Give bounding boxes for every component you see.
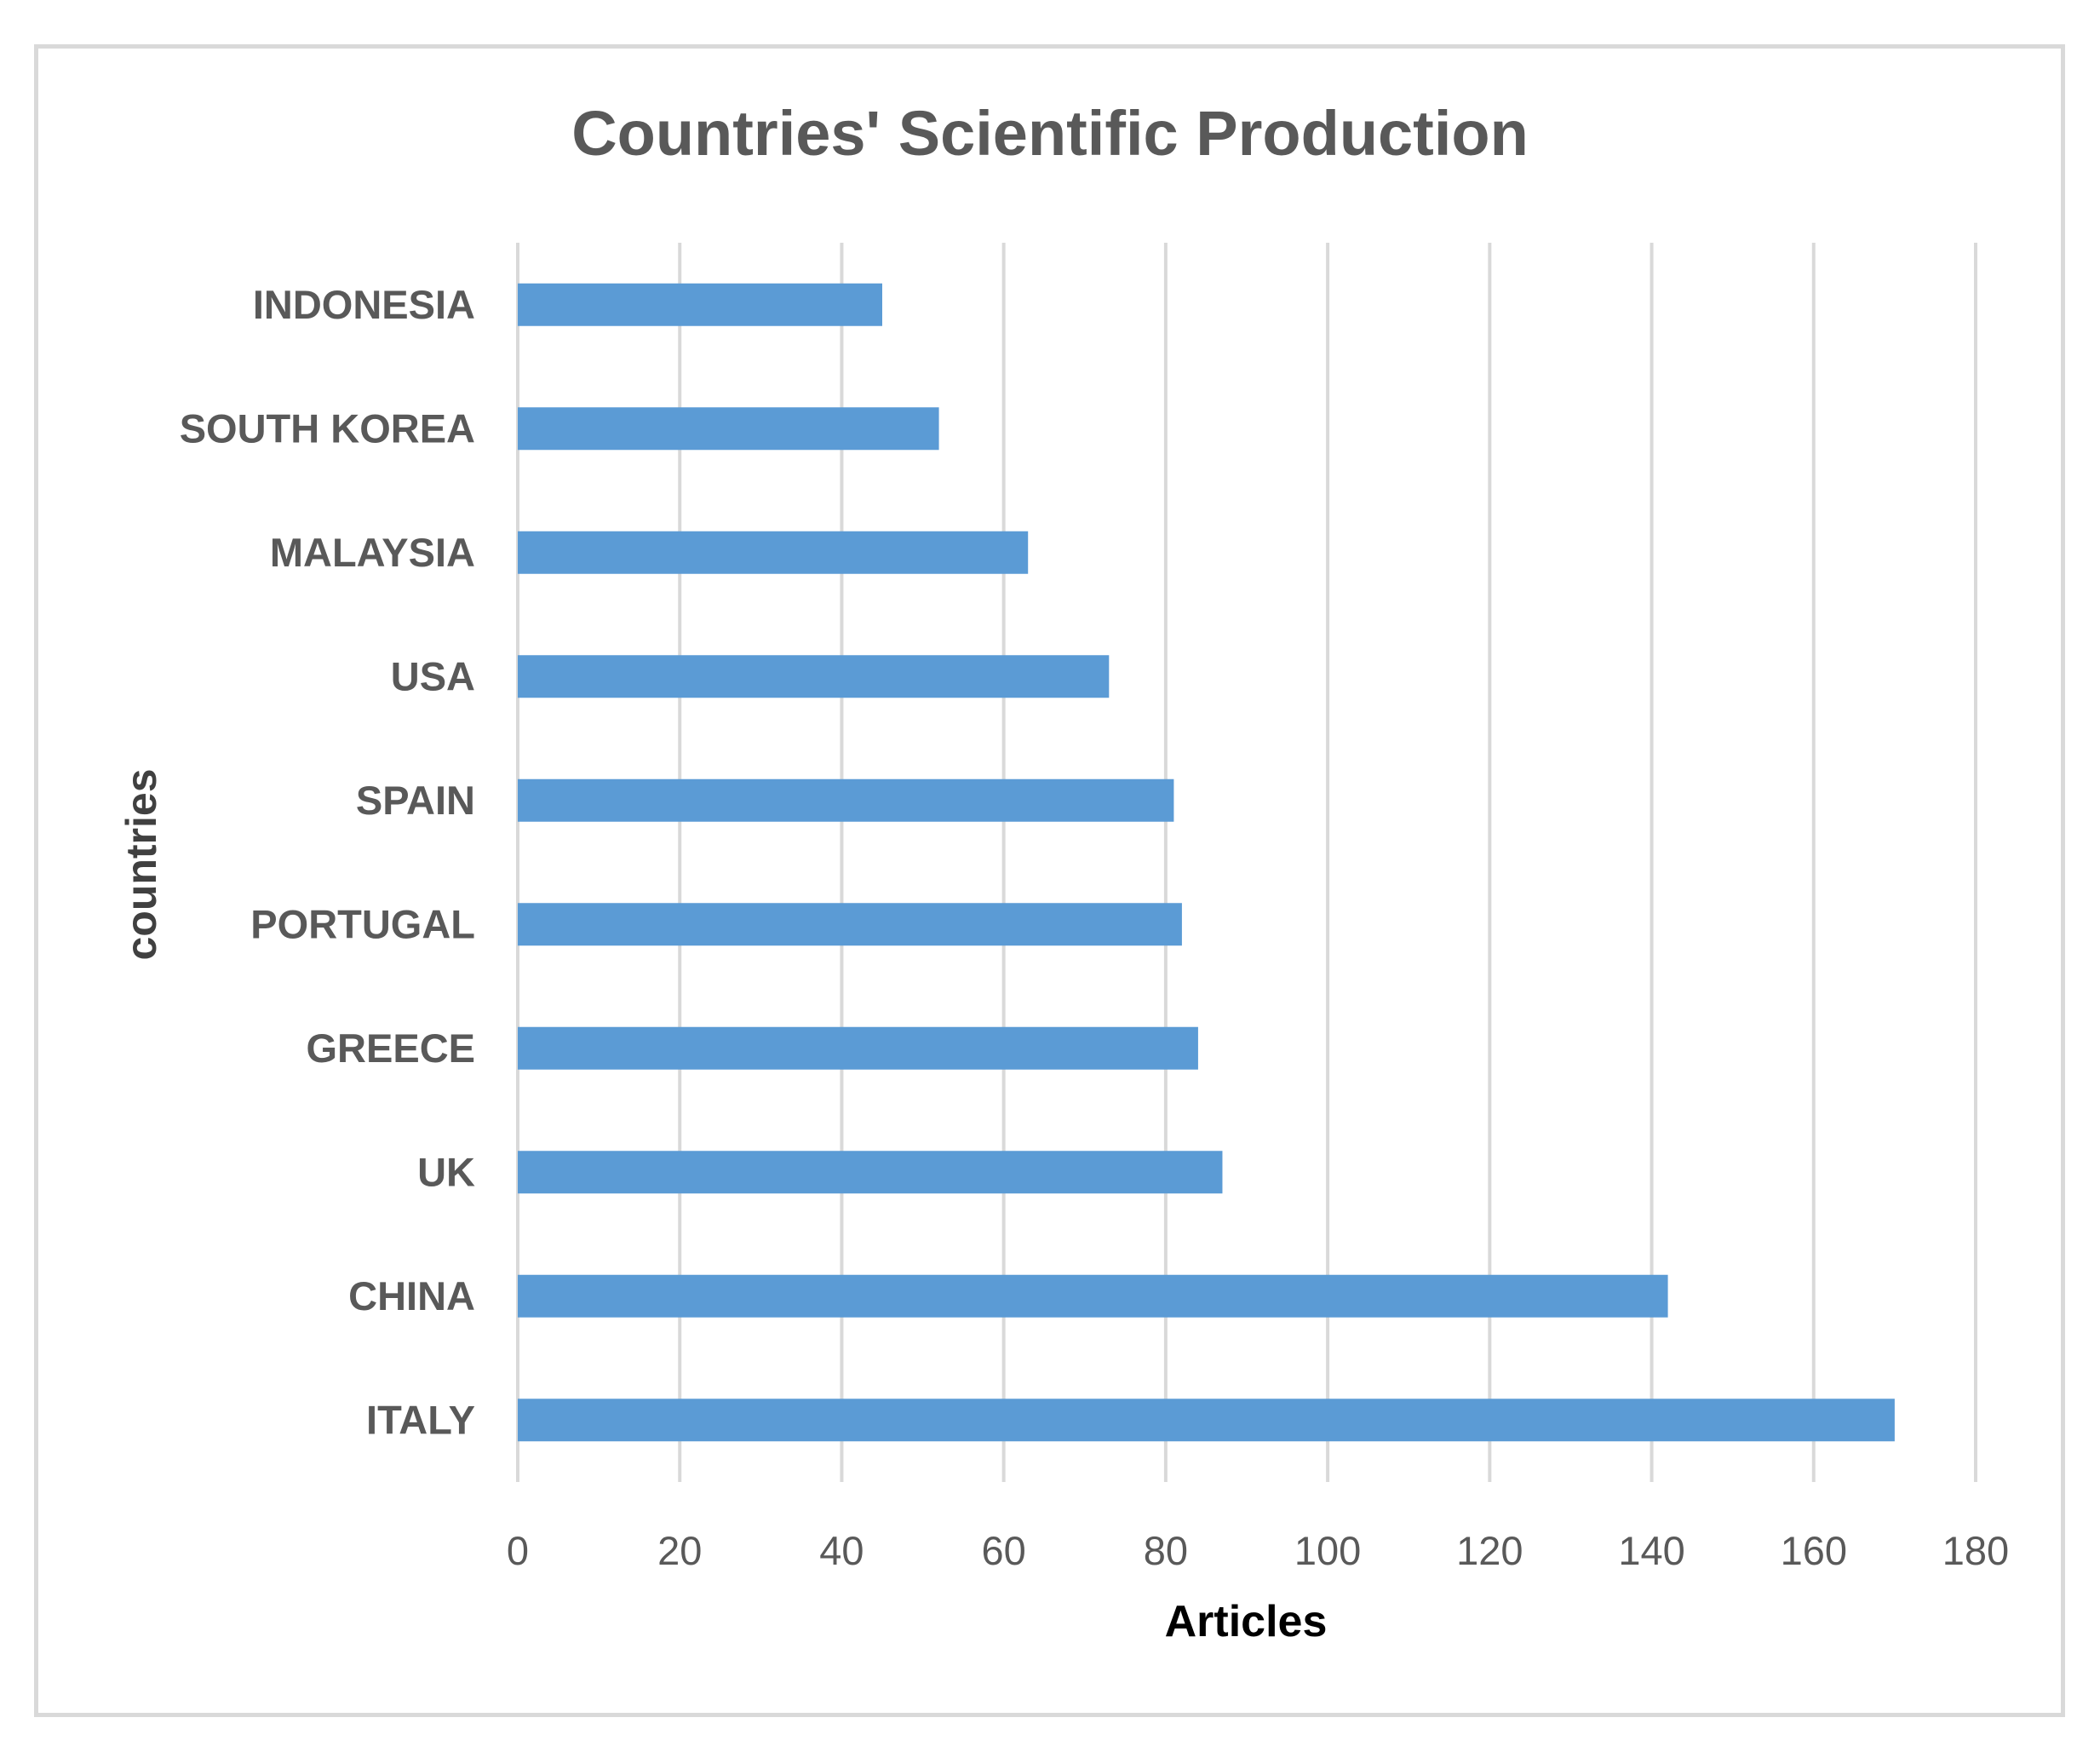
category-label: CHINA <box>348 1273 475 1318</box>
x-tick-label: 40 <box>819 1528 864 1573</box>
x-tick-label: 160 <box>1781 1528 1847 1573</box>
x-tick-label: 0 <box>507 1528 529 1573</box>
bar <box>518 407 939 451</box>
bar <box>518 778 1174 822</box>
x-tick-label: 140 <box>1618 1528 1684 1573</box>
bar <box>518 655 1110 698</box>
bar <box>518 1274 1668 1318</box>
bar <box>518 1399 1895 1442</box>
x-tick-label: 180 <box>1942 1528 2009 1573</box>
bar <box>518 1151 1223 1194</box>
category-labels: INDONESIA SOUTH KOREA MALAYSIA USA SPAIN PORT… <box>180 282 475 1443</box>
bar <box>518 283 882 326</box>
category-label: INDONESIA <box>253 282 475 327</box>
category-label: GREECE <box>307 1025 476 1071</box>
x-tick-labels: 0 20 40 60 80 100 120 140 160 180 <box>507 1528 2009 1573</box>
category-label: SPAIN <box>356 778 475 823</box>
bars <box>518 283 1895 1442</box>
x-tick-label: 80 <box>1144 1528 1188 1573</box>
bar <box>518 1026 1198 1070</box>
category-label: SOUTH KOREA <box>180 405 475 451</box>
bar <box>518 531 1029 574</box>
x-tick-label: 60 <box>982 1528 1026 1573</box>
x-axis-title: Articles <box>1165 1597 1328 1646</box>
category-label: MALAYSIA <box>270 530 475 575</box>
category-label: PORTUGAL <box>250 901 475 946</box>
x-tick-label: 120 <box>1456 1528 1523 1573</box>
y-axis-title: countries <box>118 768 165 960</box>
bar <box>518 903 1182 946</box>
category-label: USA <box>391 653 475 698</box>
x-tick-label: 100 <box>1294 1528 1361 1573</box>
x-tick-label: 20 <box>657 1528 702 1573</box>
category-label: UK <box>417 1149 475 1194</box>
category-label: ITALY <box>366 1397 475 1442</box>
chart-title: Countries' Scientific Production <box>571 98 1529 169</box>
